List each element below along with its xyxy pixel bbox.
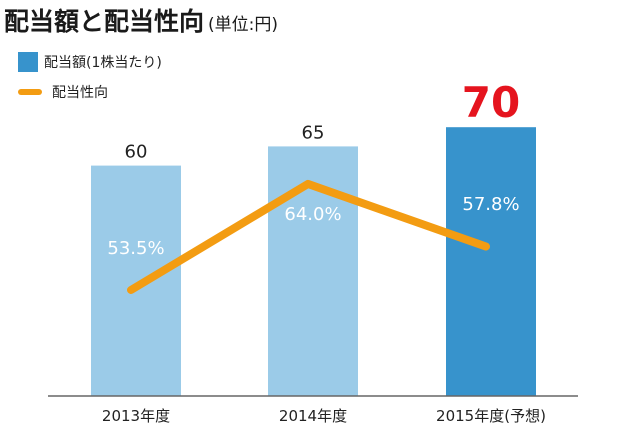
bars-layer [91, 127, 536, 396]
legend-swatch-bar [18, 52, 38, 72]
x-tick-label-0: 2013年度 [102, 407, 170, 425]
payout-ratio-label-1: 64.0% [284, 204, 341, 225]
chart-title-main: 配当額と配当性向 [4, 7, 205, 36]
bar-2 [446, 127, 536, 396]
payout-ratio-label-2: 57.8% [462, 194, 519, 215]
payout-ratio-line [127, 179, 490, 294]
chart-title-unit: (単位:円) [208, 15, 279, 35]
line-layer [127, 179, 490, 294]
x-tick-label-1: 2014年度 [279, 407, 347, 425]
legend-label-payout: 配当性向 [52, 85, 108, 101]
labels-layer: 60 65 70 53.5% 64.0% 57.8% [107, 78, 520, 259]
x-axis-ticks: 2013年度 2014年度 2015年度(予想) [102, 407, 546, 425]
legend-item-payout: 配当性向 [18, 82, 162, 102]
bar-0 [91, 165, 181, 396]
payout-ratio-label-0: 53.5% [107, 238, 164, 259]
bar-value-label-1: 65 [302, 122, 325, 143]
legend-item-dividend: 配当額(1株当たり) [18, 52, 162, 72]
bar-value-label-0: 60 [125, 142, 148, 163]
chart-title: 配当額と配当性向 (単位:円) [4, 2, 278, 38]
legend-swatch-line [18, 89, 42, 95]
legend-label-dividend: 配当額(1株当たり) [44, 55, 162, 71]
x-tick-label-2: 2015年度(予想) [436, 407, 546, 425]
bar-value-label-2: 70 [462, 78, 520, 127]
legend: 配当額(1株当たり) 配当性向 [18, 52, 162, 112]
